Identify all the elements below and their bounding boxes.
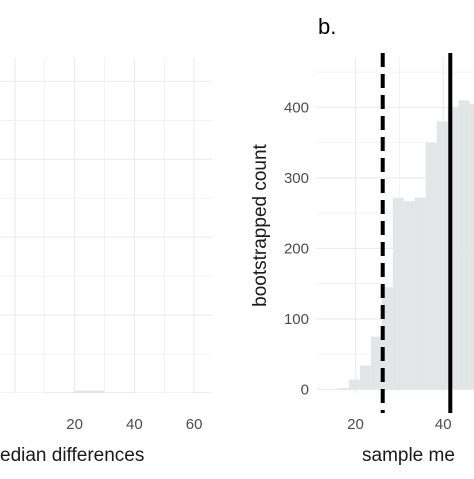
panel-label: b. bbox=[318, 14, 336, 39]
plot-area-a bbox=[0, 58, 212, 394]
histogram-bar bbox=[348, 379, 360, 390]
x-axis-title: edian differences bbox=[0, 445, 144, 466]
y-axis-title: bootstrapped count bbox=[250, 143, 271, 306]
plot-area-b bbox=[316, 58, 474, 393]
histogram-bar bbox=[370, 336, 382, 390]
histogram-bar bbox=[44, 392, 75, 393]
histogram-bar bbox=[436, 121, 448, 390]
histogram-bar bbox=[447, 107, 459, 390]
x-tick-label: 60 bbox=[186, 416, 203, 433]
x-axis-title: sample me bbox=[362, 445, 455, 466]
x-tick-label: 40 bbox=[435, 416, 452, 433]
x-tick-label: 20 bbox=[66, 416, 83, 433]
panel-a: 20 40 60 edian differences bbox=[0, 58, 212, 466]
histogram-bar bbox=[134, 393, 164, 394]
histogram-bar bbox=[74, 390, 105, 393]
histogram-bar bbox=[164, 393, 194, 394]
histogram-bar bbox=[337, 388, 349, 390]
histogram-bar bbox=[458, 100, 470, 390]
y-tick-label: 200 bbox=[284, 240, 309, 257]
histogram-bar bbox=[403, 201, 415, 390]
histogram-bar bbox=[15, 393, 45, 394]
y-tick-label: 300 bbox=[284, 170, 309, 187]
histogram-bar bbox=[104, 392, 135, 393]
histogram-bar bbox=[392, 197, 404, 390]
histogram-bar bbox=[194, 392, 210, 393]
y-tick-label: 400 bbox=[284, 99, 309, 116]
histogram-bar bbox=[425, 142, 437, 390]
x-tick-label: 40 bbox=[126, 416, 143, 433]
histogram-bar bbox=[414, 197, 426, 390]
histogram-bar bbox=[381, 287, 393, 390]
x-tick-label: 20 bbox=[347, 416, 364, 433]
y-tick-label: 100 bbox=[284, 311, 309, 328]
y-tick-label: 0 bbox=[301, 381, 309, 398]
histogram-bar bbox=[469, 103, 474, 390]
histogram-bar bbox=[359, 365, 371, 390]
